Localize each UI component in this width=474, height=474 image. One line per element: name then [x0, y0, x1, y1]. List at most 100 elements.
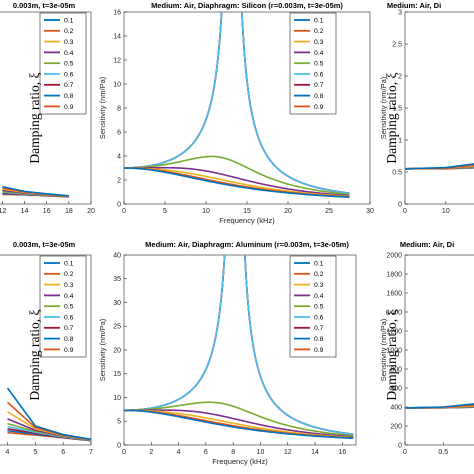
legend-label: 0.9 [314, 347, 324, 354]
damping-ratio-label: Damping ratio, ξ [27, 72, 42, 163]
x-tick-label: 0 [122, 208, 126, 215]
legend-label: 0.4 [314, 293, 324, 300]
x-tick-label: 16 [338, 449, 346, 456]
y-tick-label: 400 [390, 404, 402, 411]
x-tick-label: 0 [122, 449, 126, 456]
x-tick-label: 7 [89, 449, 93, 456]
panel-top-middle: Medium: Air, Diaphragm: Silicon (r=0.003… [98, 1, 374, 225]
legend-label: 0.9 [314, 104, 324, 111]
legend-label: 0.2 [64, 271, 74, 278]
y-tick-label: 0 [117, 201, 121, 208]
x-tick-label: 25 [325, 208, 333, 215]
legend-label: 0.7 [314, 82, 324, 89]
legend-label: 0.6 [64, 314, 74, 321]
x-tick-label: 10 [442, 208, 450, 215]
legend: 0.1 0.2 0.3 0.4 0.5 0.6 0.7 0.8 0.9 [39, 12, 87, 115]
y-tick-label: 200 [390, 423, 402, 430]
y-tick-label: 35 [113, 276, 121, 283]
x-tick-label: 6 [204, 449, 208, 456]
y-tick-label: 2 [398, 73, 402, 80]
y-tick-label: 2000 [386, 252, 402, 259]
x-tick-label: 12 [284, 449, 292, 456]
plot-area [0, 11, 92, 205]
y-tick-label: 0 [398, 201, 402, 208]
y-tick-label: 2 [117, 177, 121, 184]
y-axis-label: Sensitivity (nm/Pa) [379, 318, 388, 381]
series-line-4 [124, 409, 354, 438]
x-tick-label: 6 [61, 449, 65, 456]
legend-label: 0.4 [314, 50, 324, 57]
x-tick-label: 12 [0, 208, 6, 215]
x-tick-label: 5 [163, 208, 167, 215]
y-tick-label: 1 [398, 137, 402, 144]
series-line-5 [124, 155, 350, 196]
legend-label: 0.8 [64, 93, 74, 100]
y-tick-label: 30 [113, 300, 121, 307]
y-tick-label: 10 [113, 81, 121, 88]
legend-label: 0.3 [314, 39, 324, 46]
plot-area [0, 254, 92, 446]
x-tick-label: 4 [6, 449, 10, 456]
panel-bottom-left: 0.003m, t=3e-05m 4 5 6 7 0.1 0.2 0.3 0.4 0.5 0.6 0… [0, 240, 93, 456]
series-group [6, 387, 91, 442]
x-axis-label: Frequency (kHz) [219, 216, 275, 225]
panel-bottom-middle: Medium: Air, Diaphragm: Aluminum (r=0.00… [98, 240, 357, 466]
y-tick-label: 1600 [386, 290, 402, 297]
plot-area [404, 254, 474, 446]
x-tick-label: 4 [177, 449, 181, 456]
legend-label: 0.5 [314, 304, 324, 311]
series-line-3 [124, 167, 350, 198]
y-axis-label: Sensitivity (nm/Pa) [98, 318, 107, 381]
legend-label: 0.8 [314, 336, 324, 343]
series-line-1 [6, 387, 91, 441]
panel-title: 0.003m, t=3e-05m [13, 240, 76, 249]
y-axis-label: Sensitivity (nm/Pa) [98, 76, 107, 139]
x-axis-label: Frequency (kHz) [212, 457, 268, 466]
y-tick-label: 1800 [386, 271, 402, 278]
y-tick-label: 40 [113, 252, 121, 259]
legend-label: 0.5 [64, 304, 74, 311]
y-tick-label: 12 [113, 57, 121, 64]
legend-label: 0.6 [314, 71, 324, 78]
panel-bottom-right: Medium: Air, Di 00.511.50200400600800100… [379, 240, 474, 456]
y-tick-label: 5 [117, 419, 121, 426]
y-tick-label: 10 [113, 395, 121, 402]
y-tick-label: 1.5 [392, 105, 402, 112]
series-line-4 [124, 166, 350, 197]
panel-top-left: 0.003m, t=3e-05m 12 14 16 18 200.10.20.30.40… [0, 1, 95, 215]
legend-label: 0.3 [64, 282, 74, 289]
legend-label: 0.5 [64, 61, 74, 68]
x-tick-label: 5 [33, 449, 37, 456]
x-tick-label: 14 [311, 449, 319, 456]
legend-label: 0.7 [64, 325, 74, 332]
damping-ratio-label: Damping ratio, ξ [384, 309, 399, 400]
series-line-3 [124, 409, 354, 439]
legend-label: 0.1 [314, 260, 324, 267]
series-group [2, 185, 69, 198]
x-tick-label: 18 [65, 208, 73, 215]
y-tick-label: 1200 [386, 328, 402, 335]
legend-label: 0.1 [64, 260, 74, 267]
legend-label: 0.1 [64, 17, 74, 24]
legend-label: 0.8 [314, 93, 324, 100]
legend-label: 0.4 [64, 50, 74, 57]
damping-ratio-label: Damping ratio, ξ [27, 309, 42, 400]
x-tick-label: 15 [243, 208, 251, 215]
x-tick-label: 2 [149, 449, 153, 456]
y-tick-label: 20 [113, 347, 121, 354]
legend: 0.1 0.2 0.3 0.4 0.5 0.6 0.7 0.8 0.9 [39, 255, 87, 358]
series-line-1 [405, 403, 474, 409]
panel-top-right: Medium: Air, Di 0102000.511.522.53Sensit… [379, 1, 474, 215]
x-tick-label: 30 [366, 208, 374, 215]
legend-label: 0.7 [64, 82, 74, 89]
panel-title: 0.003m, t=3e-05m [13, 1, 76, 10]
x-tick-label: 16 [43, 208, 51, 215]
series-line-6 [124, 255, 354, 436]
y-tick-label: 2.5 [392, 41, 402, 48]
x-tick-label: 8 [231, 449, 235, 456]
damping-ratio-label: Damping ratio, ξ [384, 72, 399, 163]
legend-label: 0.3 [64, 39, 74, 46]
legend: 0.1 0.2 0.3 0.4 0.5 0.6 0.7 0.8 0.9 [289, 255, 337, 358]
legend-label: 0.4 [64, 293, 74, 300]
